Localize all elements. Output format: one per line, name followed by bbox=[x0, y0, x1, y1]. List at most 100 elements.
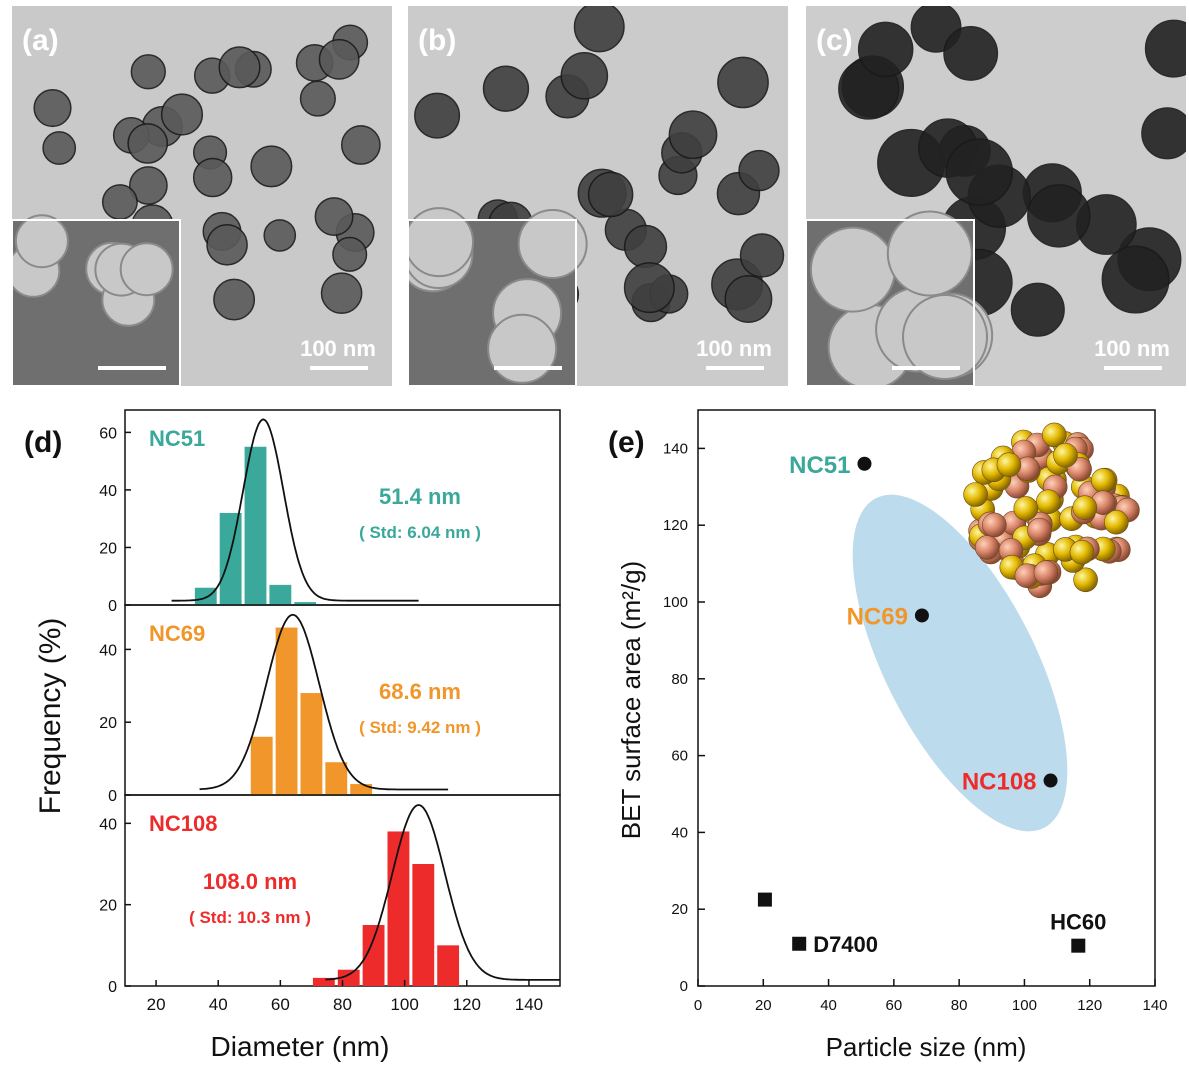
y-tick-label: 20 bbox=[671, 901, 688, 918]
nanoparticle bbox=[127, 123, 169, 164]
nanoparticle bbox=[560, 52, 609, 100]
y-tick-label: 40 bbox=[671, 824, 688, 841]
histogram-bar bbox=[387, 831, 410, 986]
tem-image-a: (a) 100 nm bbox=[12, 6, 392, 386]
sem-particle bbox=[119, 242, 174, 297]
series-name: NC69 bbox=[149, 621, 205, 646]
nanoparticle bbox=[213, 278, 256, 321]
x-tick-label: 80 bbox=[333, 995, 352, 1014]
hist-x-label: Diameter (nm) bbox=[211, 1031, 390, 1062]
data-point-circle bbox=[857, 456, 872, 471]
y-tick-label: 140 bbox=[663, 440, 688, 457]
y-tick-label: 40 bbox=[99, 816, 117, 833]
nanoparticle bbox=[587, 171, 634, 218]
atom-sphere bbox=[1033, 560, 1059, 585]
nanoparticle bbox=[160, 93, 204, 136]
nanoparticle bbox=[945, 138, 1014, 206]
nanoparticle bbox=[192, 157, 233, 198]
atom-sphere bbox=[996, 452, 1022, 478]
tem-image-c: (c) 100 nm bbox=[806, 6, 1186, 386]
point-label: HC60 bbox=[1050, 910, 1106, 935]
nanoparticle bbox=[206, 223, 248, 266]
x-tick-label: 0 bbox=[694, 997, 702, 1014]
y-tick-label: 20 bbox=[99, 540, 117, 557]
x-tick-label: 40 bbox=[209, 995, 228, 1014]
series-name: NC51 bbox=[149, 426, 205, 451]
atom-sphere bbox=[1013, 496, 1039, 521]
nanoparticle-cluster bbox=[414, 6, 785, 348]
sem-particle bbox=[902, 294, 989, 381]
y-tick-label: 40 bbox=[99, 642, 117, 659]
x-tick-label: 120 bbox=[453, 995, 481, 1014]
x-tick-label: 140 bbox=[515, 995, 543, 1014]
sem-particle bbox=[14, 214, 69, 269]
sem-inset bbox=[12, 214, 181, 386]
point-label: D7400 bbox=[813, 932, 878, 957]
x-tick-label: 20 bbox=[755, 997, 772, 1014]
sem-inset-border bbox=[408, 219, 577, 386]
tem-panel-c: (c) 100 nm bbox=[806, 6, 1186, 386]
histogram-bar bbox=[294, 602, 317, 605]
nanocrystal-group-ellipse bbox=[852, 494, 1068, 832]
data-point-circle bbox=[1043, 773, 1058, 788]
histogram-bar bbox=[244, 446, 267, 605]
y-tick-label: 0 bbox=[108, 979, 117, 996]
sem-particle bbox=[886, 210, 973, 297]
nanoparticle bbox=[218, 46, 261, 89]
nanoparticle bbox=[129, 166, 168, 205]
x-tick-label: 140 bbox=[1142, 997, 1167, 1014]
tem-panel-b: (b) 100 nm bbox=[408, 6, 788, 386]
histogram-bar bbox=[194, 587, 217, 605]
nanoparticle bbox=[739, 233, 785, 278]
nanoparticle bbox=[42, 131, 77, 165]
y-tick-label: 60 bbox=[99, 425, 117, 442]
gaussian-fit-line bbox=[171, 418, 419, 602]
mean-label: 108.0 nm bbox=[203, 869, 297, 894]
nanoparticle bbox=[1141, 107, 1186, 160]
nanoparticle bbox=[668, 110, 718, 160]
histogram-bar bbox=[219, 512, 242, 605]
hist-y-label: Frequency (%) bbox=[34, 618, 67, 815]
nanoparticle bbox=[1027, 184, 1091, 248]
sem-particle bbox=[487, 313, 558, 384]
mean-label: 68.6 nm bbox=[379, 679, 461, 704]
scatter-frame bbox=[697, 409, 1156, 987]
sem-inset-border bbox=[12, 219, 181, 386]
nanoparticle bbox=[130, 54, 166, 90]
panel-label-d: (d) bbox=[24, 426, 62, 459]
nanoparticle bbox=[340, 125, 381, 165]
y-tick-label: 20 bbox=[99, 715, 117, 732]
nanoparticle bbox=[414, 92, 461, 139]
histogram-bar bbox=[269, 584, 292, 605]
atom-sphere bbox=[981, 512, 1007, 538]
y-tick-label: 0 bbox=[680, 978, 688, 995]
nanoparticle bbox=[318, 38, 360, 80]
std-label: ( Std: 9.42 nm ) bbox=[359, 718, 481, 737]
tem-panel-a: (a) 100 nm bbox=[12, 6, 392, 386]
data-point-square bbox=[757, 892, 772, 907]
point-label: NC108 bbox=[962, 769, 1037, 796]
histogram-bar bbox=[250, 736, 273, 795]
atom-sphere bbox=[1091, 468, 1116, 493]
panel-label: (b) bbox=[418, 24, 456, 57]
sem-inset bbox=[806, 210, 994, 386]
nanoparticle-model-illustration bbox=[963, 422, 1140, 599]
histogram-bar bbox=[300, 693, 323, 795]
nanoparticle bbox=[623, 262, 675, 314]
nanoparticle bbox=[738, 149, 780, 192]
std-label: ( Std: 6.04 nm ) bbox=[359, 523, 481, 542]
nanoparticle bbox=[724, 275, 773, 323]
nanoparticle bbox=[332, 236, 368, 272]
y-tick-label: 20 bbox=[99, 898, 117, 915]
sem-inset bbox=[408, 207, 588, 386]
x-tick-label: 80 bbox=[951, 997, 968, 1014]
atom-sphere bbox=[1042, 422, 1067, 448]
nanoparticle bbox=[482, 65, 530, 112]
histogram-chart: (d) Diameter (nm) Frequency (%) 0 20 40 60 N… bbox=[24, 409, 561, 1062]
histogram-bar bbox=[275, 627, 298, 795]
atom-sphere bbox=[1036, 489, 1061, 515]
histogram-bar bbox=[312, 977, 335, 986]
atom-sphere bbox=[1069, 539, 1095, 565]
nanoparticle bbox=[320, 272, 363, 315]
scatter-x-label: Particle size (nm) bbox=[826, 1032, 1027, 1062]
